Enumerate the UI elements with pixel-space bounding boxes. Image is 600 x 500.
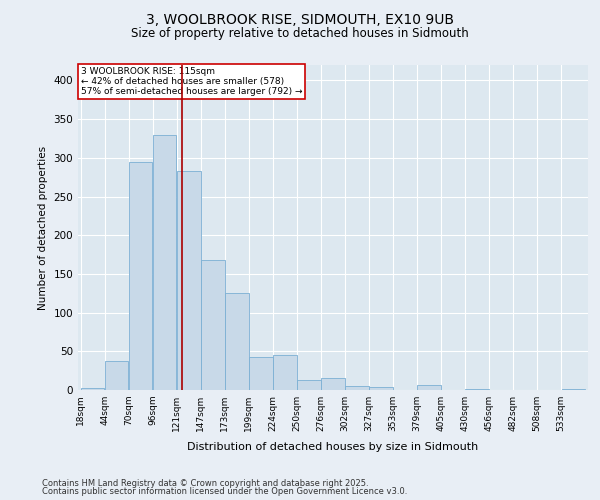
Bar (153, 134, 176, 390)
Bar (370, 387, 392, 390)
Bar (201, 260, 224, 390)
Bar (322, 378, 344, 390)
Y-axis label: Number of detached properties: Number of detached properties (38, 146, 48, 310)
Bar (274, 355, 296, 390)
Bar (346, 386, 368, 390)
Text: 3, WOOLBROOK RISE, SIDMOUTH, EX10 9UB: 3, WOOLBROOK RISE, SIDMOUTH, EX10 9UB (146, 12, 454, 26)
Text: Contains public sector information licensed under the Open Government Licence v3: Contains public sector information licen… (42, 487, 407, 496)
Bar (418, 386, 441, 390)
Text: 3 WOOLBROOK RISE: 115sqm
← 42% of detached houses are smaller (578)
57% of semi-: 3 WOOLBROOK RISE: 115sqm ← 42% of detach… (80, 66, 302, 96)
Bar (249, 356, 272, 390)
Text: Contains HM Land Registry data © Crown copyright and database right 2025.: Contains HM Land Registry data © Crown c… (42, 478, 368, 488)
Bar (562, 389, 585, 390)
Bar (81, 388, 104, 390)
Bar (466, 389, 489, 390)
Bar (105, 360, 128, 390)
Bar (298, 380, 320, 390)
Bar (225, 294, 248, 390)
Text: Distribution of detached houses by size in Sidmouth: Distribution of detached houses by size … (187, 442, 479, 452)
Text: Size of property relative to detached houses in Sidmouth: Size of property relative to detached ho… (131, 28, 469, 40)
Bar (177, 171, 200, 390)
Bar (129, 162, 152, 390)
